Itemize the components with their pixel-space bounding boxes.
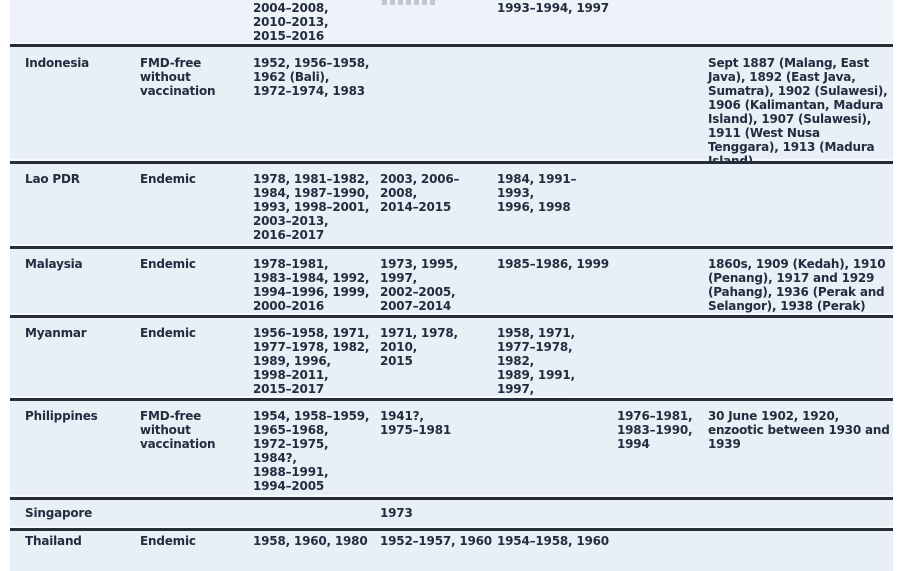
- cell-country: Philippines: [25, 409, 98, 423]
- row-divider: [10, 497, 893, 500]
- cell-serotype-years-3: 1984, 1991–1993, 1996, 1998: [497, 172, 577, 214]
- row-divider: [10, 246, 893, 249]
- cell-serotype-years-1: 1952, 1956–1958, 1962 (Bali), 1972–1974,…: [253, 56, 370, 98]
- row-divider: [10, 528, 893, 531]
- country-fmd-table: 2004–2008, 2010–2013, 2015–2016 1993–199…: [10, 0, 893, 571]
- table-row: Lao PDR Endemic 1978, 1981–1982, 1984, 1…: [10, 164, 893, 244]
- row-divider: [10, 159, 893, 161]
- cell-serotype-years-1: 1954, 1958–1959, 1965–1968, 1972–1975, 1…: [253, 409, 370, 493]
- cell-serotype-years-2: 1941?, 1975–1981: [380, 409, 451, 437]
- row-divider: [10, 42, 893, 44]
- cell-serotype-years-2: 1971, 1978, 2010, 2015: [380, 326, 458, 368]
- cell-history-notes: 1860s, 1909 (Kedah), 1910 (Penang), 1917…: [708, 257, 886, 313]
- cell-serotype-years-2: 2003, 2006–2008, 2014–2015: [380, 172, 460, 214]
- table-row: Malaysia Endemic 1978–1981, 1983–1984, 1…: [10, 249, 893, 313]
- cell-status: Endemic: [140, 326, 196, 340]
- cell-serotype-years-1: 1978–1981, 1983–1984, 1992, 1994–1996, 1…: [253, 257, 370, 313]
- cell-history-notes: 30 June 1902, 1920, enzootic between 193…: [708, 409, 890, 451]
- row-divider: [10, 396, 893, 398]
- cell-status: Endemic: [140, 172, 196, 186]
- cell-country: Myanmar: [25, 326, 87, 340]
- cell-serotype-years-2: 1952–1957, 1960: [380, 534, 492, 548]
- cell-country: Thailand: [25, 534, 82, 548]
- cell-serotype-years-3: 1985–1986, 1999: [497, 257, 609, 271]
- row-divider: [10, 526, 893, 528]
- cell-serotype-years-3: 1954–1958, 1960: [497, 534, 609, 548]
- table-row: Singapore 1973: [10, 500, 893, 526]
- row-divider: [10, 313, 893, 315]
- cell-status: Endemic: [140, 534, 196, 548]
- cell-country: Malaysia: [25, 257, 83, 271]
- cell-country: Indonesia: [25, 56, 90, 70]
- table-row: 2004–2008, 2010–2013, 2015–2016 1993–199…: [10, 0, 893, 43]
- row-divider: [10, 315, 893, 318]
- clipped-text-fragment: [382, 0, 438, 5]
- table-row: Indonesia FMD-free without vaccination 1…: [10, 47, 893, 168]
- cell-status: Endemic: [140, 257, 196, 271]
- cell-serotype-years-1: 1956–1958, 1971, 1977–1978, 1982, 1989, …: [253, 326, 370, 396]
- cell-serotype-years-3: 1993–1994, 1997: [497, 1, 609, 15]
- cell-country: Lao PDR: [25, 172, 80, 186]
- cell-serotype-years-2: 1973, 1995, 1997, 2002–2005, 2007–2014: [380, 257, 458, 313]
- cell-serotype-years-2: 1973: [380, 506, 413, 520]
- table-row: Thailand Endemic 1958, 1960, 1980 1952–1…: [10, 531, 893, 571]
- row-divider: [10, 44, 893, 47]
- cell-history-notes: Sept 1887 (Malang, East Java), 1892 (Eas…: [708, 56, 888, 168]
- row-divider: [10, 244, 893, 246]
- row-divider: [10, 398, 893, 401]
- cell-serotype-years-1: 2004–2008, 2010–2013, 2015–2016: [253, 1, 329, 43]
- cell-serotype-years-1: 1958, 1960, 1980: [253, 534, 368, 548]
- table-row: Philippines FMD-free without vaccination…: [10, 401, 893, 495]
- row-divider: [10, 161, 893, 164]
- row-divider: [10, 495, 893, 497]
- table-row: Myanmar Endemic 1956–1958, 1971, 1977–19…: [10, 318, 893, 438]
- cell-country: Singapore: [25, 506, 93, 520]
- cell-serotype-years-1: 1978, 1981–1982, 1984, 1987–1990, 1993, …: [253, 172, 370, 242]
- cell-status: FMD-free without vaccination: [140, 56, 216, 98]
- cell-status: FMD-free without vaccination: [140, 409, 216, 451]
- cell-serotype-years-4: 1976–1981, 1983–1990, 1994: [617, 409, 693, 451]
